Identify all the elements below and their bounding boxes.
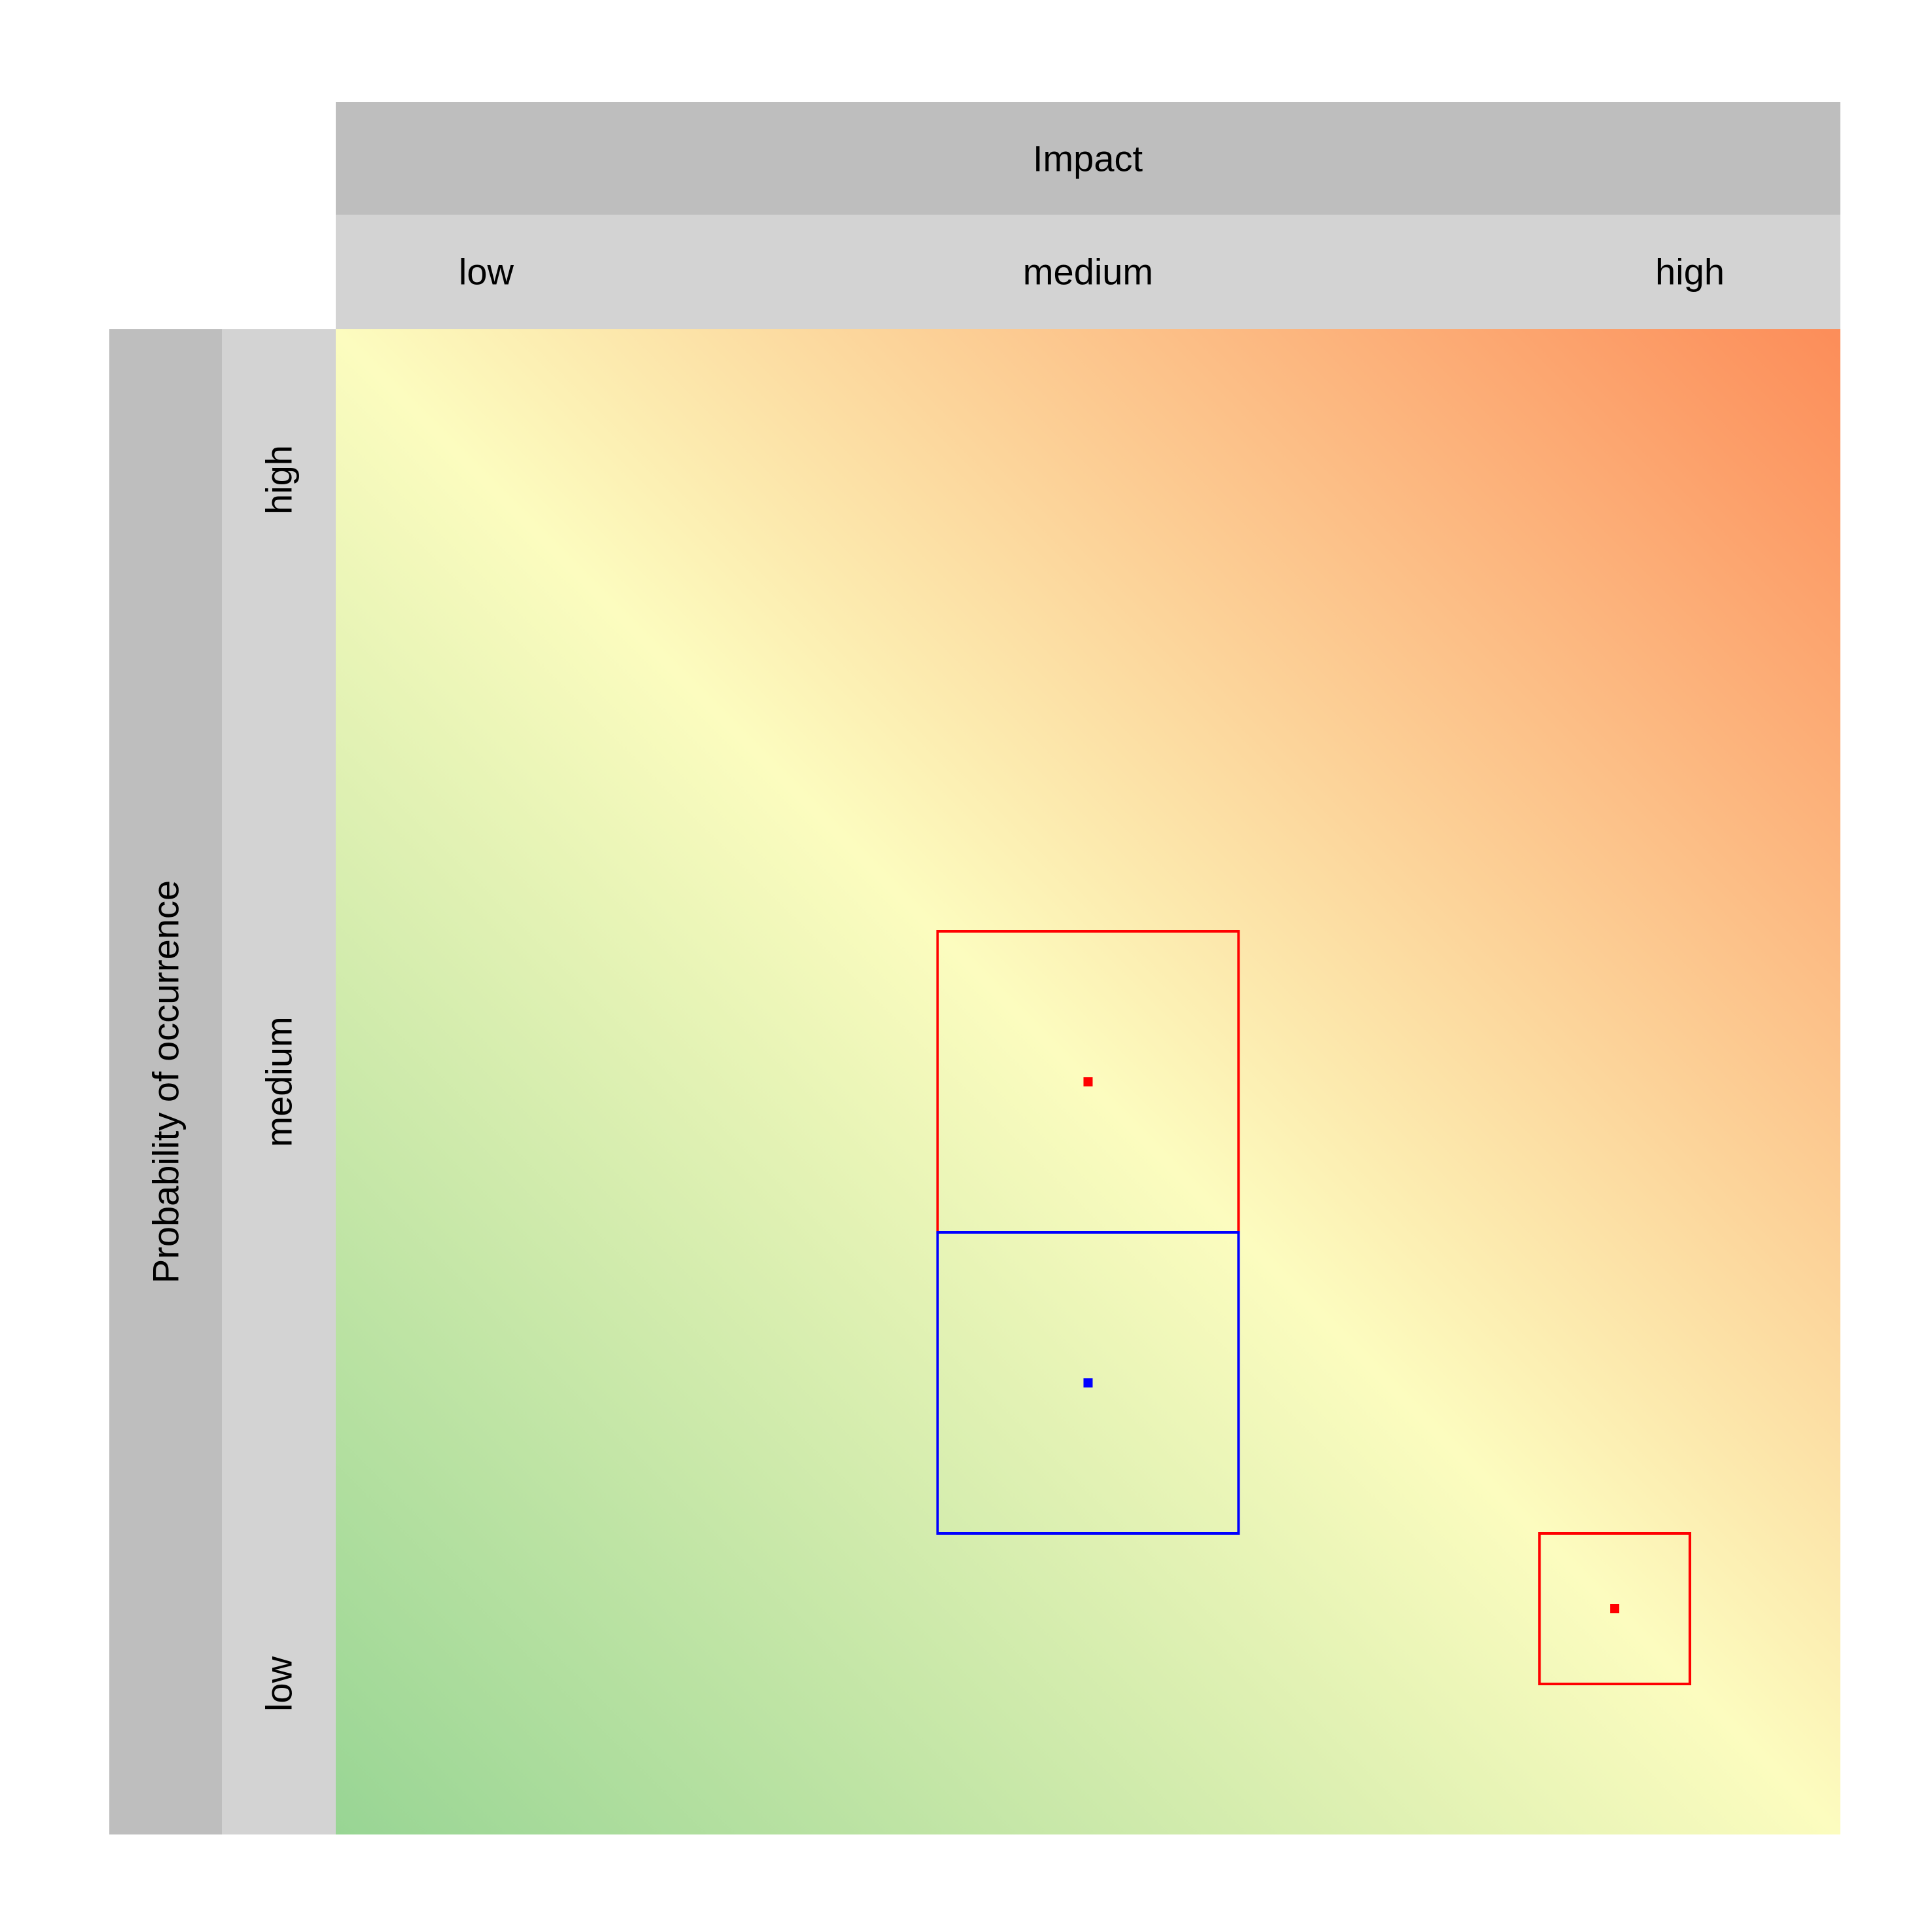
y-tick-label-medium: medium xyxy=(259,1016,300,1147)
y-tick-label-low: low xyxy=(259,1656,300,1711)
y-tick-labels: low medium high xyxy=(259,445,300,1711)
risk-point-3 xyxy=(1610,1604,1620,1613)
probability-category-bar xyxy=(222,329,336,1834)
x-tick-label-high: high xyxy=(1655,251,1725,293)
x-tick-label-medium: medium xyxy=(1023,251,1153,293)
risk-range-box-2 xyxy=(936,1231,1240,1535)
risk-point-2 xyxy=(1083,1378,1093,1387)
y-tick-label-high: high xyxy=(259,445,300,514)
risk-items xyxy=(936,930,1692,1685)
risk-point-1 xyxy=(1083,1077,1093,1086)
impact-category-bar xyxy=(336,215,1840,329)
x-axis-title: Impact xyxy=(1033,138,1143,179)
impact-title-bar xyxy=(336,102,1840,215)
probability-title-bar xyxy=(109,329,222,1834)
y-axis-title: Probability of occurrence xyxy=(145,880,187,1283)
x-tick-label-low: low xyxy=(459,251,514,293)
risk-range-box-3 xyxy=(1538,1532,1692,1685)
x-tick-labels: low medium high xyxy=(459,251,1725,293)
